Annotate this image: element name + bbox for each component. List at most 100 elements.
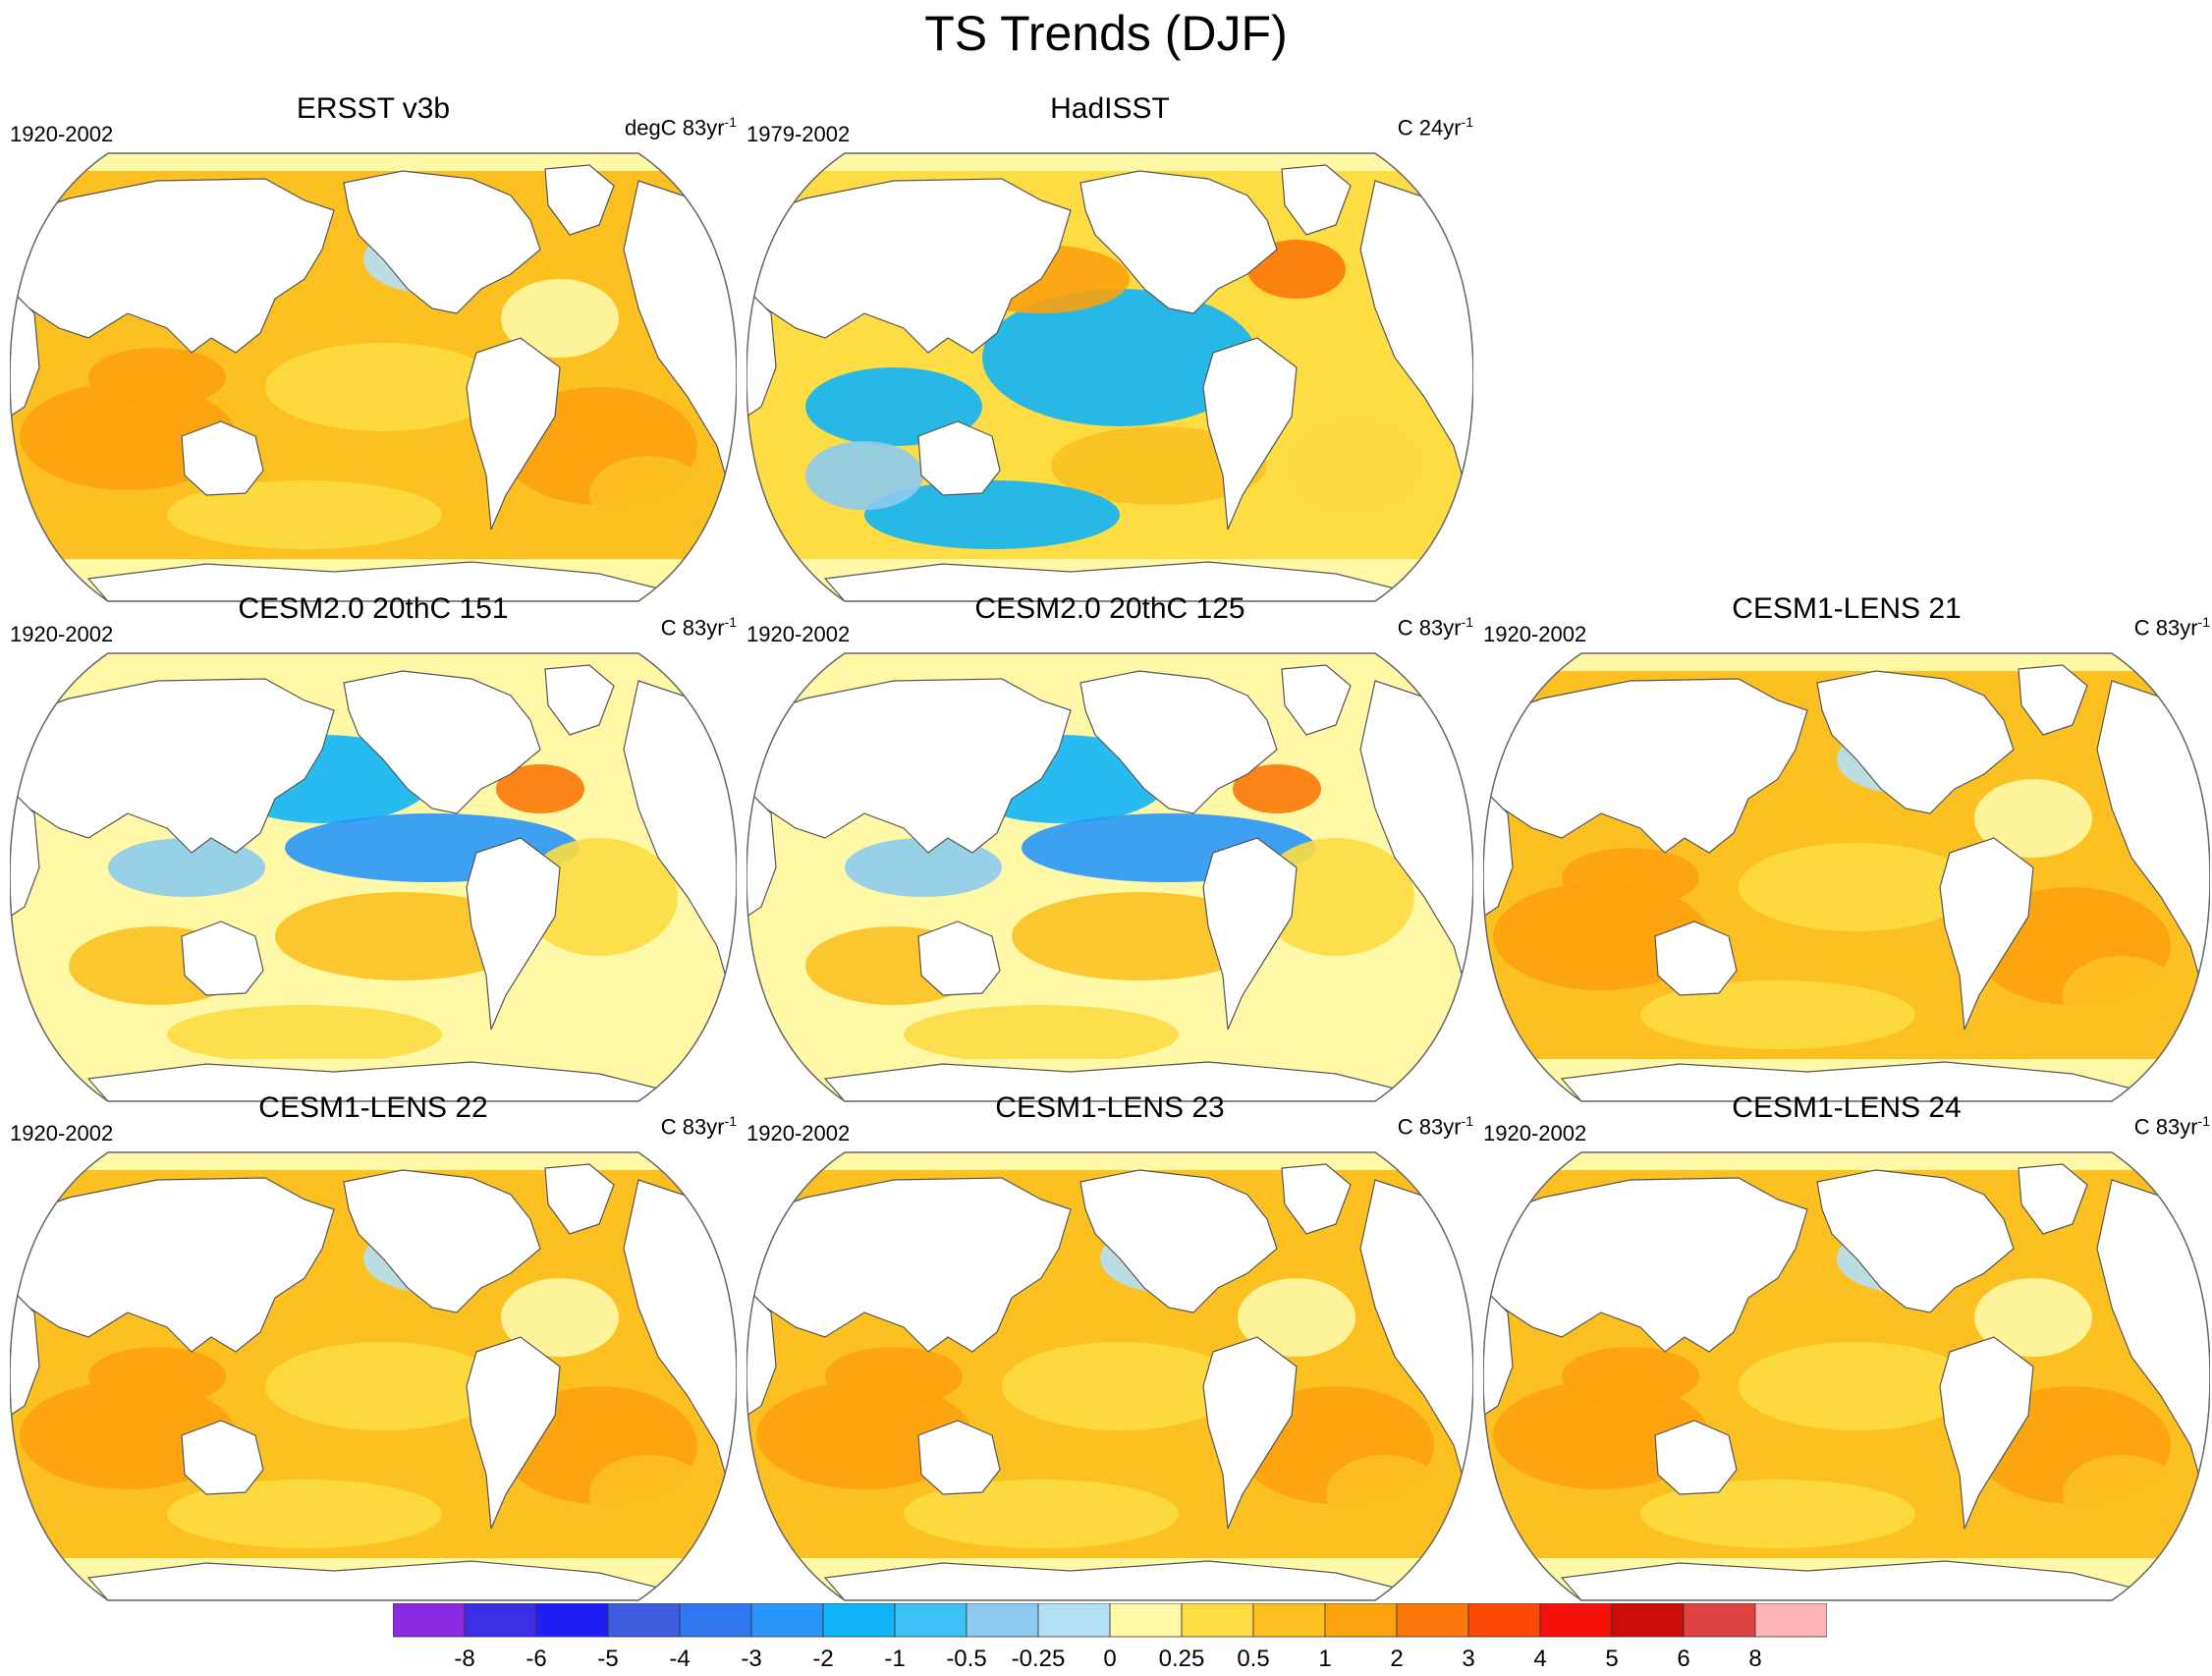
arctic-band	[747, 653, 1473, 671]
land-mass	[466, 337, 561, 531]
colorbar-swatch	[1396, 1603, 1469, 1638]
land-mass	[1079, 670, 1278, 814]
colorbar-swatch	[1252, 1603, 1326, 1638]
map-outline	[1483, 1151, 2210, 1601]
trend-region	[1974, 1278, 2092, 1357]
panel-period: 1920-2002	[10, 122, 114, 146]
trend-region	[265, 1342, 501, 1430]
colorbar-tick-label: -6	[525, 1646, 546, 1672]
land-mass	[1202, 837, 1298, 1031]
land-mass	[181, 420, 264, 496]
land-mass	[747, 178, 1072, 354]
colorbar-swatch	[535, 1603, 609, 1638]
colorbar-tick-label: -2	[812, 1646, 833, 1672]
map-cesm2-151	[10, 652, 737, 1102]
land-mass	[1281, 664, 1352, 736]
trend-region	[982, 289, 1257, 426]
land-mass	[1939, 837, 2034, 1031]
trend-region	[88, 348, 226, 407]
land-mass	[10, 787, 40, 919]
map-outline	[10, 1151, 737, 1601]
colorbar-tick-label: 1	[1318, 1646, 1331, 1672]
map-lens-22	[10, 1151, 737, 1601]
trend-region	[589, 1455, 707, 1534]
panel-lens-24: CESM1-LENS 24 1920-2002 C 83yr-1	[1483, 1091, 2210, 1622]
arctic-band	[10, 653, 737, 671]
map-cesm2-125	[747, 652, 1473, 1102]
trend-region	[108, 838, 265, 897]
panel-period: 1979-2002	[747, 122, 851, 146]
colorbar-swatch	[1324, 1603, 1398, 1638]
colorbar-swatch	[1109, 1603, 1183, 1638]
panel-period: 1920-2002	[747, 1121, 851, 1145]
map-outline	[1483, 652, 2210, 1102]
trend-region	[1233, 764, 1321, 813]
colorbar-tick-label: 5	[1605, 1646, 1618, 1672]
land-mass	[544, 1163, 615, 1235]
trend-region	[501, 279, 619, 358]
panel-lens-22: CESM1-LENS 22 1920-2002 C 83yr-1	[10, 1091, 737, 1622]
trend-region	[1739, 843, 1974, 931]
trend-region	[1238, 1278, 1355, 1357]
land-mass	[1483, 1177, 1808, 1353]
colorbar-swatch	[464, 1603, 537, 1638]
land-mass	[2018, 664, 2088, 736]
arctic-band	[10, 153, 737, 171]
trend-region	[1640, 980, 1915, 1049]
trend-region	[265, 343, 501, 431]
figure-title: TS Trends (DJF)	[924, 6, 1288, 61]
land-mass	[86, 1061, 660, 1101]
land-mass	[1816, 1169, 2015, 1313]
land-mass	[10, 1286, 40, 1418]
land-mass	[917, 921, 1001, 996]
trend-region	[756, 1381, 972, 1489]
colorbar-swatch	[1754, 1603, 1827, 1638]
panel-units: C 83yr-1	[660, 614, 737, 641]
land-mass	[1202, 1336, 1298, 1530]
map-outline	[747, 1151, 1473, 1601]
trend-region	[20, 1381, 236, 1489]
trend-region	[805, 441, 923, 510]
trend-region	[904, 1480, 1179, 1548]
colorbar-tick-label: -5	[597, 1646, 618, 1672]
trend-region	[805, 367, 982, 446]
land-mass	[1079, 1169, 1278, 1313]
arctic-band	[747, 1152, 1473, 1170]
colorbar-tick-label: -8	[454, 1646, 474, 1672]
panel-period: 1920-2002	[1483, 622, 1587, 646]
trend-region	[1326, 1455, 1444, 1534]
colorbar-swatch	[1683, 1603, 1756, 1638]
arctic-band	[1483, 1152, 2210, 1170]
colorbar-tick-label: -0.25	[1012, 1646, 1066, 1672]
land-mass	[1202, 337, 1298, 531]
trend-region	[1562, 848, 1699, 907]
trend-region	[1051, 426, 1267, 505]
colorbar-swatch	[1181, 1603, 1254, 1638]
panel-units: C 83yr-1	[1397, 614, 1473, 641]
panel-ersst: ERSST v3b 1920-2002 degC 83yr-1	[10, 92, 737, 623]
colorbar-swatch	[1539, 1603, 1613, 1638]
trend-region	[1974, 779, 2092, 858]
trend-region	[1287, 417, 1424, 515]
land-mass	[917, 1420, 1001, 1495]
panel-title: CESM1-LENS 23	[995, 1091, 1225, 1124]
land-mass	[747, 1286, 777, 1418]
land-mass	[181, 1420, 264, 1495]
land-mass	[343, 170, 541, 314]
land-mass	[544, 664, 615, 736]
map-outline	[10, 652, 737, 1102]
panel-title: HadISST	[1050, 92, 1170, 125]
trend-region	[20, 382, 236, 490]
land-mass	[10, 178, 335, 354]
trend-region	[1493, 1381, 1709, 1489]
colorbar-tick-label: 6	[1677, 1646, 1689, 1672]
trend-region	[904, 1005, 1179, 1064]
panel-units: C 24yr-1	[1397, 114, 1473, 140]
trend-region	[1002, 1342, 1238, 1430]
land-mass	[823, 1061, 1397, 1101]
arctic-band	[1483, 653, 2210, 671]
trend-region	[167, 1480, 442, 1548]
colorbar-tick-label: 8	[1748, 1646, 1761, 1672]
trend-region	[589, 456, 707, 534]
panel-period: 1920-2002	[747, 622, 851, 646]
